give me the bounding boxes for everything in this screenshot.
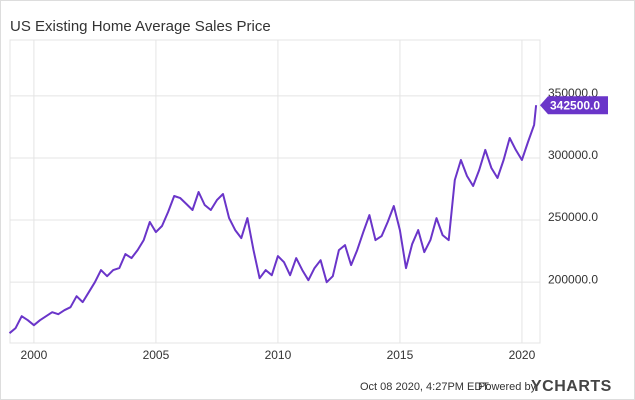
x-tick-label: 2020 [509,348,536,362]
y-tick-label: 200000.0 [548,272,598,286]
timestamp: Oct 08 2020, 4:27PM EDT. [360,381,491,393]
last-value-label: 342500.0 [550,98,600,112]
line [8,105,538,334]
x-tick-label: 2005 [143,348,170,362]
plot-area [9,39,541,344]
x-tick-label: 2010 [265,348,292,362]
last-value-tag [540,96,608,115]
y-tick-label: 300000.0 [548,148,598,162]
powered-by: Powered by [478,381,537,393]
chart-title: US Existing Home Average Sales Price [10,18,271,35]
y-tick-label: 250000.0 [548,210,598,224]
x-tick-label: 2000 [21,348,48,362]
brand: YCHARTS [531,378,612,395]
x-tick-label: 2015 [387,348,414,362]
